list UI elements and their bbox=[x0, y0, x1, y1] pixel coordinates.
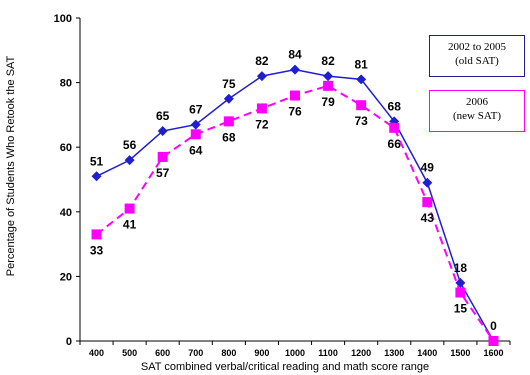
y-axis-title: Percentage of Students Who Retook the SA… bbox=[5, 55, 17, 276]
y-tick-label: 80 bbox=[60, 78, 72, 90]
data-label: 81 bbox=[354, 57, 368, 71]
x-tick-label: 1600 bbox=[483, 348, 503, 358]
data-label: 65 bbox=[156, 109, 170, 123]
legend-entry-old-sat: 2002 to 2005 (old SAT) bbox=[429, 35, 525, 77]
legend-old-line2: (old SAT) bbox=[455, 55, 499, 67]
data-point-square bbox=[91, 229, 102, 240]
axes: 0 20 40 60 80 100 400 500 600 700 800 900 1000 1100 12… bbox=[54, 13, 511, 358]
data-point-diamond bbox=[290, 64, 300, 75]
data-label: 84 bbox=[288, 48, 302, 62]
data-label: 76 bbox=[288, 105, 302, 119]
x-tick-label: 500 bbox=[122, 348, 137, 358]
data-label: 82 bbox=[321, 54, 335, 68]
y-tick-label: 0 bbox=[66, 336, 72, 348]
data-label: 51 bbox=[90, 154, 104, 168]
data-point-diamond bbox=[422, 177, 433, 188]
data-label: 56 bbox=[123, 138, 137, 152]
data-point-square bbox=[323, 80, 334, 91]
data-label: 15 bbox=[454, 302, 468, 316]
legend-new-line1: 2006 bbox=[466, 96, 488, 108]
data-label: 57 bbox=[156, 166, 170, 180]
y-tick-label: 20 bbox=[60, 271, 72, 283]
data-label: 73 bbox=[354, 114, 368, 128]
data-point-square bbox=[124, 203, 135, 214]
x-tick-label: 700 bbox=[188, 348, 203, 358]
x-tick-label: 1500 bbox=[450, 348, 470, 358]
data-point-diamond bbox=[157, 126, 168, 137]
x-tick-label: 1100 bbox=[318, 348, 338, 358]
x-tick-label: 600 bbox=[155, 348, 170, 358]
data-point-square bbox=[223, 116, 234, 127]
data-point-square bbox=[157, 151, 168, 162]
data-point-square bbox=[455, 287, 466, 298]
x-axis-title: SAT combined verbal/critical reading and… bbox=[141, 361, 429, 373]
series-layer bbox=[91, 64, 499, 346]
y-tick-label: 100 bbox=[54, 13, 72, 25]
y-tick-label: 40 bbox=[60, 207, 72, 219]
data-labels-layer: 51 56 65 67 75 82 84 82 81 68 49 18 0 33 41 57 64 68 72 76 7… bbox=[90, 48, 497, 333]
data-label: 72 bbox=[255, 117, 269, 131]
data-point-square bbox=[190, 129, 201, 140]
data-label: 64 bbox=[189, 143, 203, 157]
data-point-square bbox=[290, 90, 300, 101]
data-label: 0 bbox=[490, 319, 497, 333]
x-tick-label: 800 bbox=[221, 348, 236, 358]
data-point-square bbox=[356, 100, 367, 111]
data-point-diamond bbox=[455, 277, 466, 288]
data-label: 68 bbox=[388, 99, 402, 113]
data-point-diamond bbox=[356, 74, 367, 85]
x-tick-label: 400 bbox=[89, 348, 104, 358]
data-point-square bbox=[488, 336, 499, 346]
data-label: 41 bbox=[123, 218, 137, 232]
data-label: 68 bbox=[222, 130, 236, 144]
data-label: 43 bbox=[421, 211, 435, 225]
data-label: 75 bbox=[222, 77, 236, 91]
data-point-diamond bbox=[124, 155, 135, 166]
data-point-square bbox=[422, 197, 433, 208]
data-label: 33 bbox=[90, 243, 104, 257]
data-point-diamond bbox=[91, 171, 102, 182]
legend-entry-new-sat: 2006 (new SAT) bbox=[429, 90, 525, 132]
x-tick-label: 1400 bbox=[417, 348, 437, 358]
legend-new-line2: (new SAT) bbox=[453, 110, 501, 122]
y-tick-label: 60 bbox=[60, 142, 72, 154]
x-tick-label: 1300 bbox=[384, 348, 404, 358]
legend-old-line1: 2002 to 2005 bbox=[447, 41, 507, 53]
data-label: 67 bbox=[189, 103, 203, 117]
data-label: 79 bbox=[321, 95, 335, 109]
data-label: 66 bbox=[388, 137, 402, 151]
data-point-diamond bbox=[223, 93, 234, 104]
data-label: 82 bbox=[255, 54, 269, 68]
data-point-diamond bbox=[256, 71, 267, 82]
data-point-square bbox=[256, 103, 267, 114]
data-label: 18 bbox=[454, 261, 468, 275]
data-point-diamond bbox=[323, 71, 334, 82]
data-point-square bbox=[389, 122, 400, 133]
x-tick-label: 900 bbox=[254, 348, 269, 358]
x-tick-label: 1200 bbox=[351, 348, 371, 358]
x-tick-label: 1000 bbox=[285, 348, 305, 358]
data-point-diamond bbox=[190, 119, 201, 130]
data-label: 49 bbox=[421, 161, 435, 175]
